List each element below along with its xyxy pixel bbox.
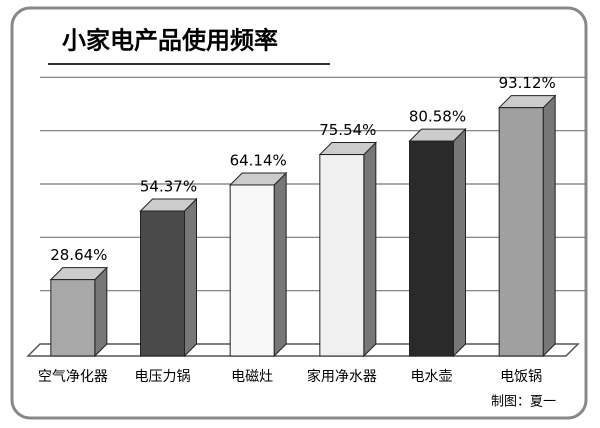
- bar-side: [363, 141, 377, 358]
- x-tick-label: 电水壶: [411, 369, 453, 385]
- bar: [409, 140, 454, 357]
- x-tick-label: 电饭锅: [500, 369, 542, 385]
- bar-side: [273, 171, 287, 358]
- x-tick-label: 电磁灶: [231, 369, 273, 385]
- x-tick-label: 空气净化器: [38, 369, 108, 385]
- bar-side: [94, 266, 108, 358]
- value-label: 80.58%: [409, 108, 466, 126]
- value-label: 54.37%: [140, 178, 197, 196]
- bar: [498, 107, 544, 357]
- value-label: 75.54%: [319, 121, 376, 139]
- chart-title: 小家电产品使用频率: [62, 26, 278, 55]
- bar-side: [184, 197, 197, 358]
- bar: [229, 184, 275, 357]
- bar-side: [542, 94, 556, 358]
- value-label: 64.14%: [230, 151, 287, 169]
- bar: [50, 279, 96, 357]
- bar: [140, 210, 185, 357]
- value-label: 93.12%: [499, 74, 556, 92]
- credit: 制图：夏一: [491, 395, 556, 410]
- x-tick-label: 家用净水器: [307, 368, 377, 385]
- bar-side: [453, 127, 466, 358]
- x-tick-label: 电压力锅: [135, 369, 191, 385]
- bar: [319, 154, 365, 357]
- value-label: 28.64%: [50, 246, 107, 264]
- floor: [26, 343, 580, 357]
